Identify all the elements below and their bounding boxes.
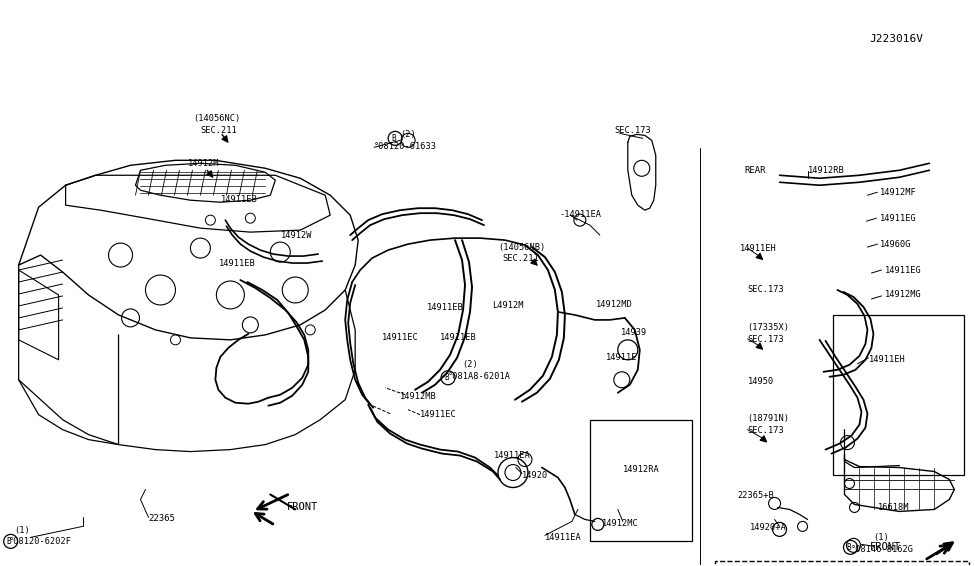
Text: B: B — [846, 543, 851, 552]
Text: °081A8-6201A: °081A8-6201A — [448, 372, 511, 381]
Text: (14056NC): (14056NC) — [193, 114, 241, 123]
Text: 14911EB: 14911EB — [427, 303, 464, 312]
Text: L4912M: L4912M — [492, 302, 524, 310]
Text: 14911EH: 14911EH — [869, 355, 905, 365]
Text: 14912MF: 14912MF — [879, 188, 916, 197]
Text: 14911EC: 14911EC — [420, 410, 457, 419]
Text: SEC.173: SEC.173 — [748, 426, 784, 435]
Text: 14920+A: 14920+A — [750, 523, 787, 532]
Text: 14939: 14939 — [621, 328, 647, 337]
Text: B: B — [7, 537, 12, 546]
Text: 14911EH: 14911EH — [740, 243, 776, 252]
Text: 14960G: 14960G — [879, 239, 911, 248]
Text: 14912MB: 14912MB — [400, 392, 437, 401]
Text: 14912MD: 14912MD — [596, 301, 633, 310]
Text: 14920: 14920 — [522, 471, 548, 480]
Text: 14912MC: 14912MC — [602, 519, 639, 528]
Text: 14911EG: 14911EG — [879, 213, 916, 222]
Text: 14912W: 14912W — [282, 230, 313, 239]
Text: SEC.173: SEC.173 — [748, 285, 784, 294]
Text: B: B — [391, 134, 396, 143]
Text: 14911EA: 14911EA — [494, 451, 530, 460]
Text: REAR: REAR — [745, 166, 766, 175]
Text: FRONT: FRONT — [870, 542, 901, 552]
Text: (18791N): (18791N) — [748, 414, 790, 423]
Text: 14912RB: 14912RB — [807, 166, 844, 175]
Bar — [833, 315, 964, 474]
Text: SEC.211: SEC.211 — [201, 126, 237, 135]
Text: 14912MG: 14912MG — [884, 290, 921, 299]
Text: (1): (1) — [15, 526, 30, 535]
Text: -14911EA: -14911EA — [560, 209, 602, 218]
Text: °08120-6202F: °08120-6202F — [9, 537, 72, 546]
Text: 14950: 14950 — [748, 378, 774, 386]
Text: 16618M: 16618M — [878, 503, 909, 512]
Bar — [590, 419, 691, 541]
Text: °08146-8162G: °08146-8162G — [850, 545, 914, 554]
Text: 14911EB: 14911EB — [440, 333, 477, 342]
Text: (14056NB): (14056NB) — [498, 243, 545, 252]
Text: FRONT: FRONT — [288, 503, 319, 512]
Text: 14911EG: 14911EG — [884, 265, 921, 275]
Text: (17335X): (17335X) — [748, 323, 790, 332]
Text: 14911EB: 14911EB — [219, 259, 256, 268]
Text: (2): (2) — [462, 361, 478, 369]
Text: J223016V: J223016V — [870, 33, 923, 44]
Text: 14911EA: 14911EA — [545, 533, 582, 542]
Text: 14911E: 14911E — [605, 353, 638, 362]
Text: (1): (1) — [874, 533, 889, 542]
Text: 14912RA: 14912RA — [623, 465, 659, 474]
Bar — [715, 561, 969, 566]
Text: 14911EB: 14911EB — [221, 195, 258, 204]
Text: SEC.173: SEC.173 — [615, 126, 651, 135]
Text: 22365: 22365 — [148, 514, 176, 523]
Text: 22365+B: 22365+B — [738, 491, 774, 500]
Text: 14912M: 14912M — [187, 159, 219, 168]
Text: SEC.173: SEC.173 — [748, 336, 784, 344]
Text: (2): (2) — [400, 130, 416, 139]
Text: SEC.211: SEC.211 — [502, 254, 539, 263]
Text: °08120-61633: °08120-61633 — [374, 142, 437, 151]
Text: 14911EC: 14911EC — [382, 333, 419, 342]
Text: B: B — [444, 373, 448, 382]
